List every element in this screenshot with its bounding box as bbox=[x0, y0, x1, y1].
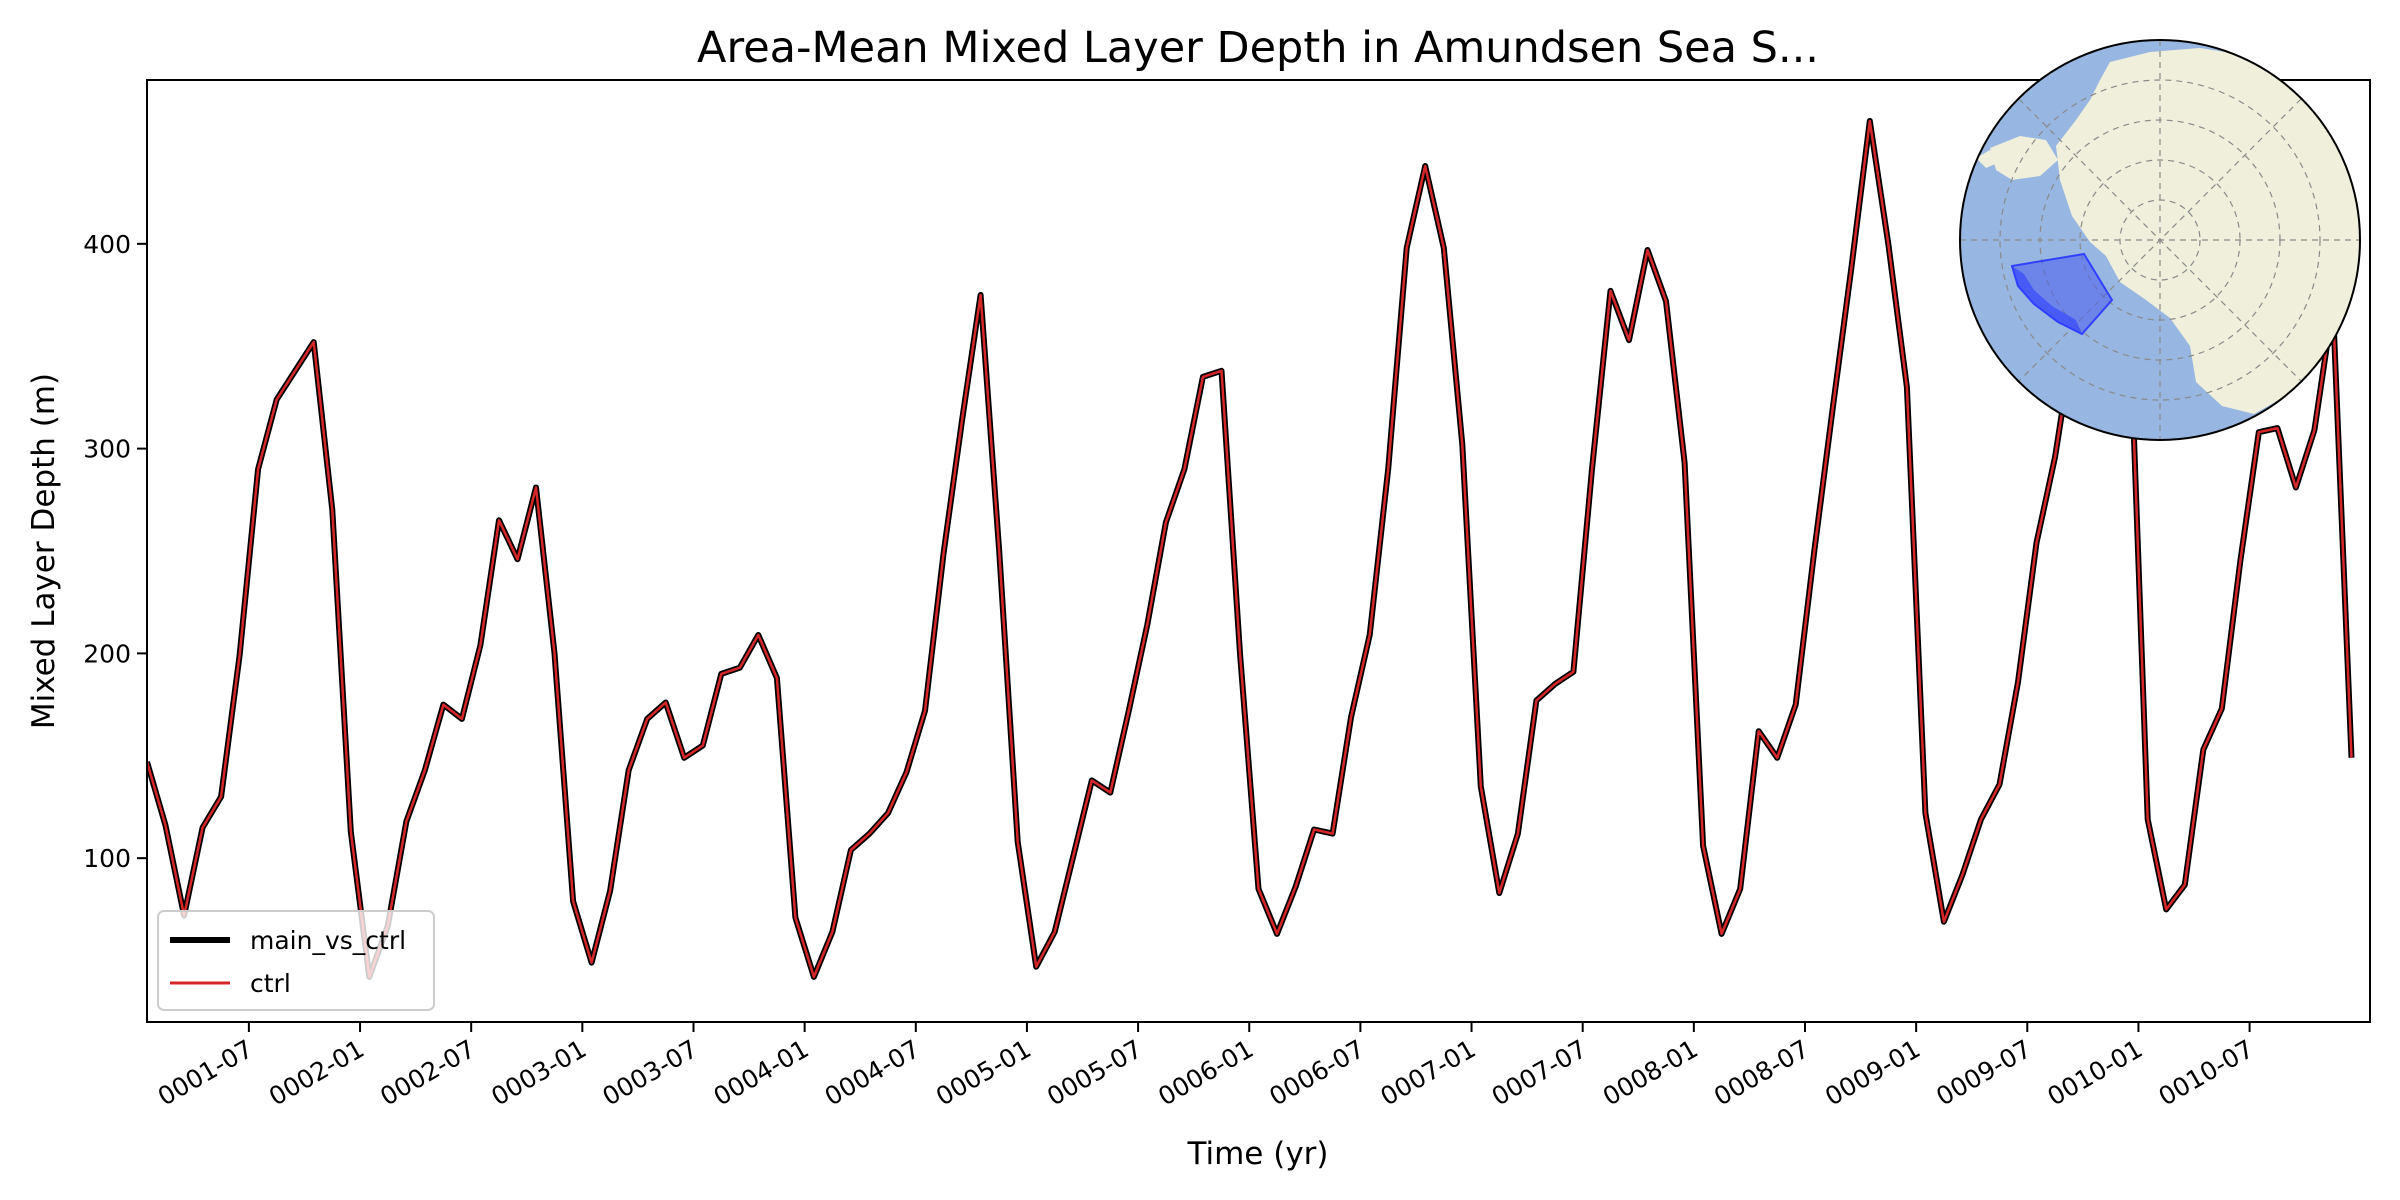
y-axis-label: Mixed Layer Depth (m) bbox=[26, 373, 62, 729]
legend-label-main-vs-ctrl: main_vs_ctrl bbox=[250, 926, 406, 955]
peninsula-tip-land bbox=[1976, 150, 2000, 168]
antarctica-inset-map bbox=[1959, 39, 2361, 441]
y-tick-label: 200 bbox=[83, 639, 131, 668]
series-line-ctrl bbox=[147, 119, 2353, 979]
axes-frame bbox=[146, 79, 2371, 1023]
x-axis-label: Time (yr) bbox=[1187, 1136, 1329, 1172]
amundsen-shelf-region bbox=[2012, 266, 2082, 334]
y-tick-label: 100 bbox=[83, 844, 131, 873]
map-boundary bbox=[1959, 39, 2361, 441]
legend-box bbox=[157, 910, 435, 1011]
y-tick-label: 400 bbox=[83, 230, 131, 259]
chart-title: Area-Mean Mixed Layer Depth in Amundsen … bbox=[697, 23, 1819, 73]
legend-label-ctrl: ctrl bbox=[250, 969, 291, 998]
map-gridlines bbox=[1960, 40, 2360, 440]
y-tick-label: 300 bbox=[83, 435, 131, 464]
legend: main_vs_ctrl ctrl bbox=[157, 910, 435, 1011]
series-layer bbox=[147, 118, 2355, 980]
antarctica-land bbox=[2056, 48, 2360, 414]
peninsula-land bbox=[1990, 136, 2058, 180]
plot-area bbox=[146, 79, 2371, 1023]
y-axis: 100 200 300 400 bbox=[83, 230, 147, 873]
